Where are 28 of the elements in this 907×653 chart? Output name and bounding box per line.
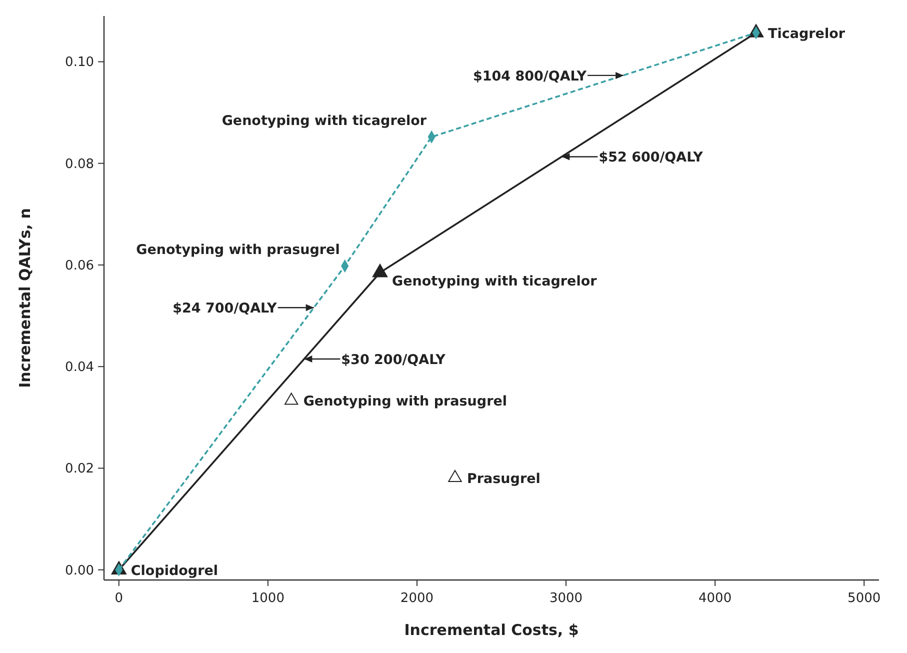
point xyxy=(284,392,298,405)
y-tick-label: 0.06 xyxy=(65,258,94,274)
annotation: $104 800/QALY xyxy=(472,68,587,84)
x-tick-label: 1000 xyxy=(251,591,284,606)
y-tick-label: 0.08 xyxy=(65,156,94,172)
y-tick-label: 0.10 xyxy=(65,55,94,70)
annotation: Genotyping with prasugrel xyxy=(303,394,508,410)
annotation: Ticagrelor xyxy=(768,26,846,42)
x-tick-label: 4000 xyxy=(698,591,732,606)
y-tick-label: 0.02 xyxy=(65,462,94,477)
annotation: $30 200/QALY xyxy=(341,352,446,368)
x-tick-label: 0 xyxy=(114,591,124,606)
annotation: Clopidogrel xyxy=(130,562,218,579)
x-tick-label: 5000 xyxy=(848,591,881,606)
annotation: Genotyping with ticagrelor xyxy=(392,274,598,290)
point xyxy=(372,263,388,278)
y-tick-label: 0.00 xyxy=(65,563,94,578)
x-tick-label: 3000 xyxy=(549,591,583,606)
x-tick-label: 2000 xyxy=(400,591,434,606)
annotation: Genotyping with ticagrelor xyxy=(222,112,427,129)
annotation: $52 600/QALY xyxy=(598,150,704,166)
annotation: Genotyping with prasugrel xyxy=(136,242,340,258)
annotation: $24 700/QALY xyxy=(172,300,278,317)
point xyxy=(448,470,462,482)
y-tick-label: 0.04 xyxy=(65,360,94,376)
y-axis-title: Incremental QALYs, n xyxy=(16,208,34,388)
x-axis-title: Incremental Costs, $ xyxy=(404,621,579,639)
annotation: Prasugrel xyxy=(466,470,540,487)
